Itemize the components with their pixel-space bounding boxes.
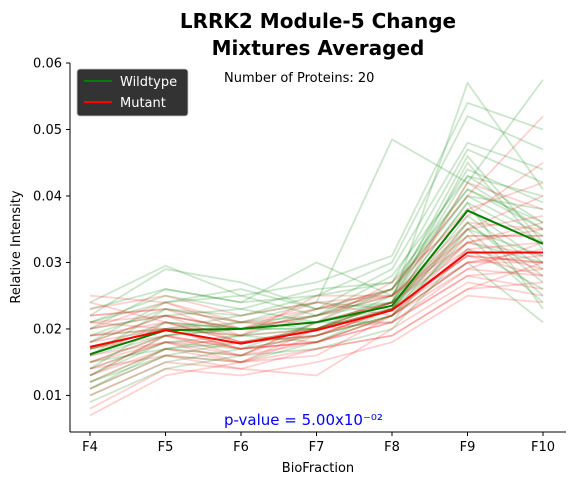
y-axis-label: Relative Intensity xyxy=(9,190,24,303)
mutant-replicate-line xyxy=(89,274,544,377)
legend-label-wildtype: Wildtype xyxy=(120,75,177,90)
wildtype-replicate-line xyxy=(89,261,544,383)
series-line-mutant xyxy=(89,251,543,348)
mutant-replicate-line xyxy=(89,281,544,390)
wildtype-replicate-line xyxy=(89,141,544,324)
x-tick-label: F10 xyxy=(531,440,555,455)
mutant-replicate-line xyxy=(89,248,544,350)
wildtype-replicate-line xyxy=(89,115,544,330)
chart-title-line-1: LRRK2 Module-5 Change xyxy=(180,9,456,33)
y-axis-ticks: 0.01 0.02 0.03 0.04 0.05 0.06 xyxy=(33,57,70,404)
p-value-annotation: p-value = 5.00x10⁻⁰² xyxy=(224,411,383,429)
wildtype-replicate-line xyxy=(89,80,544,370)
mutant-replicate-line xyxy=(89,254,544,350)
mutant-replicate-line xyxy=(89,221,544,330)
wildtype-replicate-line xyxy=(89,148,544,337)
wildtype-replicate-line xyxy=(89,101,544,343)
wildtype-replicate-line xyxy=(89,79,544,350)
mutant-replicate-line xyxy=(89,234,543,337)
mutant-replicate-line xyxy=(89,115,544,324)
wildtype-replicate-line xyxy=(89,188,544,317)
wildtype-replicate-line xyxy=(89,174,544,350)
wildtype-replicate-line xyxy=(89,241,544,337)
mutant-replicate-line xyxy=(89,281,544,397)
mutant-replicate-line xyxy=(89,254,544,357)
x-tick-label: F7 xyxy=(309,440,325,455)
mutant-replicate-line xyxy=(89,261,544,417)
x-tick-label: F8 xyxy=(384,440,400,455)
mutant-replicate-line xyxy=(89,254,544,370)
y-tick-label: 0.04 xyxy=(33,189,62,204)
mean-lines xyxy=(89,209,544,356)
mutant-replicate-line xyxy=(89,195,544,317)
mutant-replicate-line xyxy=(89,268,544,370)
wildtype-replicate-line xyxy=(89,214,544,364)
y-tick-label: 0.03 xyxy=(33,256,62,271)
wildtype-replicate-line xyxy=(89,194,544,317)
mutant-replicate-line xyxy=(89,261,543,344)
wildtype-replicate-line xyxy=(89,208,544,383)
wildtype-replicate-line xyxy=(89,174,544,310)
wildtype-replicate-line xyxy=(89,248,544,403)
mutant-replicate-line xyxy=(89,228,544,330)
wildtype-replicate-line xyxy=(89,201,544,370)
mutant-replicate-line xyxy=(89,181,544,357)
x-tick-label: F9 xyxy=(460,440,476,455)
wildtype-replicate-line xyxy=(89,195,544,357)
mutant-replicate-line xyxy=(89,254,544,364)
x-tick-label: F4 xyxy=(82,440,98,455)
mutant-replicate-line xyxy=(89,181,544,344)
protein-count-annotation: Number of Proteins: 20 xyxy=(224,71,374,86)
mutant-replicate-line xyxy=(89,215,544,344)
chart-title-line-2: Mixtures Averaged xyxy=(212,36,425,60)
legend: Wildtype Mutant xyxy=(76,68,189,117)
mutant-replicate-line xyxy=(89,234,543,344)
x-axis-ticks: F4 F5 F6 F7 F8 F9 F10 xyxy=(82,432,555,455)
replicate-lines xyxy=(89,79,544,417)
mutant-replicate-line xyxy=(89,241,544,377)
x-tick-label: F5 xyxy=(158,440,174,455)
mutant-replicate-line xyxy=(89,241,544,364)
y-tick-label: 0.05 xyxy=(33,123,62,138)
wildtype-replicate-line xyxy=(89,161,544,377)
y-tick-label: 0.06 xyxy=(33,57,62,72)
wildtype-replicate-line xyxy=(89,221,544,357)
x-axis-label: BioFraction xyxy=(282,461,354,476)
wildtype-replicate-line xyxy=(89,221,544,397)
mutant-replicate-line xyxy=(89,268,544,383)
mutant-replicate-line xyxy=(89,221,544,337)
wildtype-replicate-line xyxy=(89,188,544,324)
legend-label-mutant: Mutant xyxy=(120,96,166,111)
wildtype-replicate-line xyxy=(89,154,544,364)
y-tick-label: 0.02 xyxy=(33,322,62,337)
x-tick-label: F6 xyxy=(233,440,249,455)
mutant-replicate-line xyxy=(89,294,544,410)
wildtype-replicate-line xyxy=(89,234,544,390)
y-tick-label: 0.01 xyxy=(33,389,62,404)
wildtype-replicate-line xyxy=(89,201,544,350)
